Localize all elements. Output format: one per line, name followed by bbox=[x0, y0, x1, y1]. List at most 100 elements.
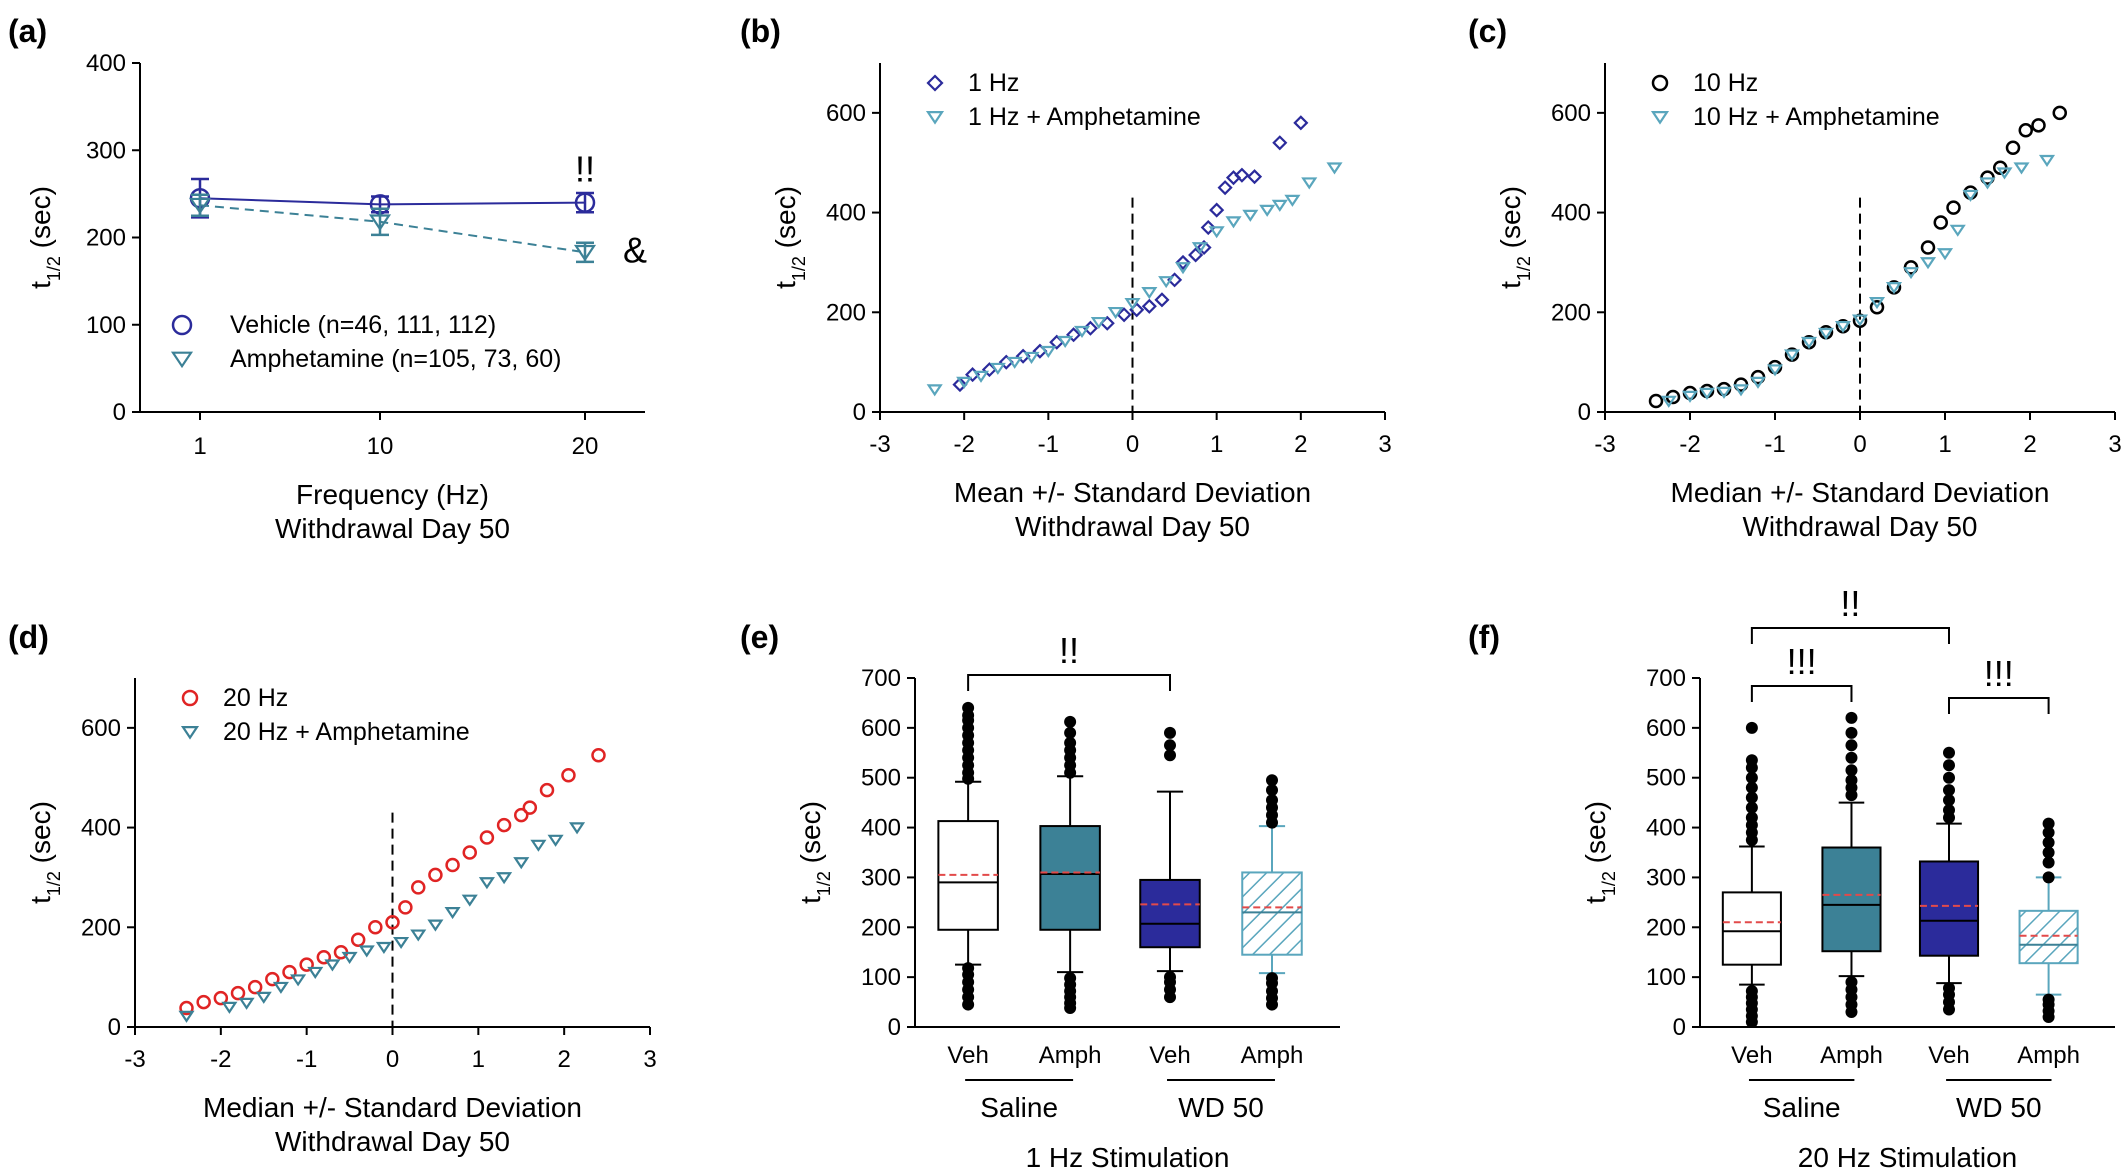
data-point bbox=[1885, 282, 1903, 295]
data-point bbox=[1301, 177, 1318, 190]
group-label: Saline bbox=[980, 1092, 1058, 1123]
data-point bbox=[1869, 300, 1885, 315]
significance-bracket bbox=[967, 673, 1171, 691]
outlier-point bbox=[2042, 871, 2055, 884]
data-point bbox=[496, 817, 512, 833]
y-axis-label: t1/2 (sec) bbox=[770, 186, 809, 289]
data-point bbox=[496, 872, 513, 885]
outlier-point bbox=[1266, 784, 1278, 797]
x-tick-label: -2 bbox=[953, 431, 974, 458]
x-axis-label-2: Withdrawal Day 50 bbox=[275, 513, 510, 544]
y-tick-label: 0 bbox=[853, 399, 866, 426]
legend-entry: 10 Hz bbox=[1693, 69, 1758, 97]
y-tick-label: 500 bbox=[1646, 765, 1686, 792]
data-point bbox=[926, 74, 944, 92]
y-tick-label: 400 bbox=[86, 50, 126, 77]
y-tick-label: 700 bbox=[861, 665, 901, 692]
panel-label: (a) bbox=[8, 13, 47, 49]
data-point bbox=[1066, 327, 1082, 343]
data-point bbox=[461, 894, 478, 907]
x-tick-label: -1 bbox=[1038, 431, 1059, 458]
data-point bbox=[522, 800, 538, 815]
x-tick-label: Amph bbox=[1039, 1042, 1102, 1069]
outlier-point bbox=[1266, 794, 1278, 807]
data-point bbox=[181, 689, 199, 707]
data-point bbox=[2018, 123, 2033, 138]
outlier-point bbox=[1745, 801, 1758, 814]
x-tick-label: Amph bbox=[1820, 1042, 1883, 1069]
y-tick-label: 400 bbox=[1551, 200, 1591, 227]
data-point bbox=[1933, 215, 1948, 230]
panel-b: (b) 0 200 400 600 -3 -2 -1 0 1 2 3 1 Hz 1 Hz + Amphet… bbox=[740, 13, 1392, 542]
y-axis-label: t1/2 (sec) bbox=[1495, 186, 1534, 289]
data-point bbox=[1259, 204, 1276, 217]
y-tick-label: 600 bbox=[81, 715, 121, 742]
x-tick-label: 2 bbox=[1294, 431, 1307, 458]
data-point bbox=[282, 964, 297, 980]
box bbox=[1821, 846, 1882, 953]
data-point bbox=[926, 384, 943, 397]
data-point bbox=[1209, 202, 1225, 218]
y-tick-label: 300 bbox=[1646, 864, 1686, 891]
significance-label: !!! bbox=[1787, 641, 1817, 682]
x-axis-label-2: Withdrawal Day 50 bbox=[275, 1126, 510, 1157]
panel-label: (d) bbox=[8, 619, 49, 655]
legend-entry: Amphetamine (n=105, 73, 60) bbox=[230, 345, 561, 373]
y-axis-label: t1/2 (sec) bbox=[795, 801, 834, 904]
y-tick-label: 600 bbox=[826, 100, 866, 127]
legend-entry: 1 Hz bbox=[968, 69, 1019, 97]
x-tick-label: -1 bbox=[296, 1046, 317, 1073]
data-point bbox=[1175, 254, 1191, 270]
data-point bbox=[568, 822, 586, 835]
outlier-point bbox=[1943, 759, 1955, 772]
outlier-point bbox=[2042, 993, 2055, 1006]
data-point bbox=[530, 839, 547, 852]
y-tick-label: 0 bbox=[888, 1014, 901, 1041]
outlier-point bbox=[2042, 817, 2055, 830]
x-tick-label: -3 bbox=[124, 1046, 145, 1073]
x-tick-label: Amph bbox=[1241, 1042, 1304, 1069]
y-axis-label: t1/2 (sec) bbox=[1580, 801, 1619, 904]
data-point bbox=[1124, 298, 1141, 311]
outlier-point bbox=[962, 962, 975, 975]
outlier-point bbox=[1064, 715, 1077, 728]
legend-entry: Vehicle (n=46, 111, 112) bbox=[230, 311, 496, 339]
series-line bbox=[199, 197, 586, 206]
data-point bbox=[591, 748, 606, 763]
data-point bbox=[1040, 345, 1057, 358]
data-point bbox=[2031, 118, 2046, 133]
data-point bbox=[2013, 162, 2030, 175]
data-point bbox=[514, 807, 529, 823]
data-point bbox=[956, 376, 973, 389]
x-axis-label: 20 Hz Stimulation bbox=[1798, 1142, 2017, 1172]
data-point bbox=[1073, 325, 1091, 339]
y-tick-label: 400 bbox=[861, 815, 901, 842]
data-point bbox=[1217, 180, 1233, 196]
panel-label: (c) bbox=[1468, 13, 1507, 49]
outlier-point bbox=[1164, 726, 1176, 739]
data-point bbox=[358, 945, 375, 958]
x-axis-label: Frequency (Hz) bbox=[296, 479, 489, 510]
data-point bbox=[1946, 200, 1961, 215]
data-point bbox=[368, 214, 392, 231]
x-tick-label: 3 bbox=[1378, 431, 1391, 458]
outlier-point bbox=[1745, 985, 1758, 998]
data-point bbox=[1766, 364, 1784, 377]
data-point bbox=[290, 974, 307, 987]
annotation: !! bbox=[575, 149, 595, 190]
data-point bbox=[1919, 257, 1937, 270]
outlier-point bbox=[1943, 804, 1955, 817]
data-point bbox=[989, 362, 1006, 375]
y-tick-label: 700 bbox=[1646, 665, 1686, 692]
data-point bbox=[196, 994, 211, 1010]
series-line bbox=[199, 204, 586, 254]
x-axis-label: Mean +/- Standard Deviation bbox=[954, 477, 1311, 508]
x-axis-label-2: Withdrawal Day 50 bbox=[1015, 511, 1250, 542]
significance-bracket bbox=[1750, 627, 1950, 644]
data-point bbox=[445, 857, 460, 873]
y-axis-label: t1/2 (sec) bbox=[25, 186, 64, 289]
data-point bbox=[574, 192, 596, 213]
outlier-point bbox=[1943, 784, 1955, 797]
significance-bracket bbox=[1948, 697, 2050, 714]
data-point bbox=[952, 377, 968, 393]
